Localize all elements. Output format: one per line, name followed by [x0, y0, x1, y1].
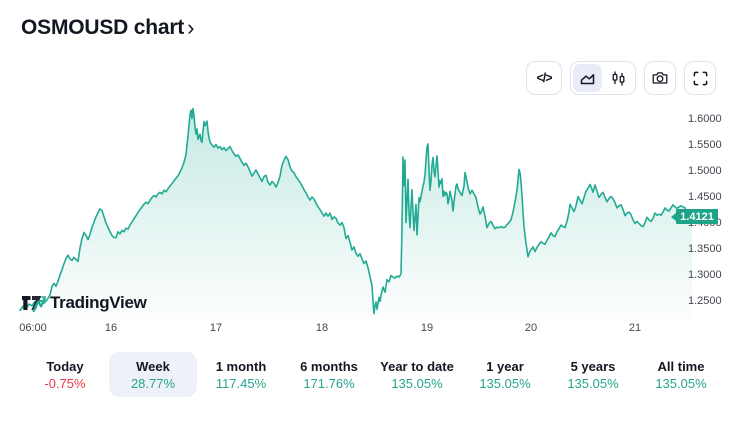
camera-icon	[652, 72, 668, 84]
chevron-right-icon: ›	[187, 15, 195, 40]
tradingview-logo-link[interactable]: TradingView	[21, 293, 147, 313]
range-label: 6 months	[300, 358, 358, 374]
x-axis-tick-label: 06:00	[19, 322, 47, 334]
range-stat-all-time[interactable]: All time 135.05%	[637, 352, 725, 397]
range-change-value: 135.05%	[567, 375, 619, 391]
range-label: Week	[136, 358, 170, 374]
range-label: 1 month	[215, 358, 267, 374]
last-price-badge: 1.4121	[671, 209, 718, 225]
embed-code-button[interactable]: </>	[526, 61, 562, 95]
x-axis-tick-label: 19	[420, 322, 434, 334]
fullscreen-button[interactable]	[684, 61, 716, 95]
range-change-value: 135.05%	[391, 375, 443, 391]
range-stat-1-month[interactable]: 1 month 117.45%	[197, 352, 285, 397]
candlestick-style-button[interactable]	[604, 64, 633, 92]
range-label: 1 year	[486, 358, 524, 374]
y-axis-tick-label: 1.3000	[688, 268, 722, 281]
x-axis-tick-label: 18	[315, 322, 329, 334]
tradingview-logomark-icon	[22, 295, 46, 312]
range-label: Today	[46, 358, 84, 374]
range-stat-1-year[interactable]: 1 year 135.05%	[461, 352, 549, 397]
area-chart-icon	[580, 73, 595, 84]
y-axis-tick-label: 1.5000	[688, 164, 722, 177]
y-axis-tick-label: 1.2500	[688, 294, 722, 307]
tradingview-brand-text: TradingView	[50, 293, 147, 312]
y-axis-tick-label: 1.5500	[688, 138, 722, 151]
area-fill	[20, 108, 692, 321]
range-stat-today[interactable]: Today -0.75%	[21, 352, 109, 397]
range-stats-row: Today -0.75% Week 28.77% 1 month 117.45% 6 mon…	[21, 352, 725, 397]
range-label: Year to date	[380, 358, 454, 374]
price-line	[19, 107, 693, 315]
x-axis-tick-label: 21	[628, 322, 642, 334]
x-axis-tick-label: 16	[104, 322, 118, 334]
candlestick-icon	[612, 71, 625, 85]
range-change-value: 171.76%	[303, 375, 355, 391]
fullscreen-icon	[693, 71, 707, 85]
page-title: OSMOUSD chart	[21, 16, 185, 39]
range-label: 5 years	[570, 358, 616, 374]
range-stat-week[interactable]: Week 28.77%	[109, 352, 197, 397]
x-axis-tick-label: 20	[524, 322, 538, 334]
y-axis-tick-label: 1.4500	[688, 190, 722, 203]
y-axis-tick-label: 1.3500	[688, 242, 722, 255]
code-slash-icon: </>	[536, 71, 552, 85]
x-axis-tick-label: 17	[209, 322, 223, 334]
range-change-value: 117.45%	[215, 375, 267, 391]
range-change-value: 135.05%	[655, 375, 707, 391]
chart-style-toggle-group	[570, 61, 636, 95]
symbol-title-link[interactable]: OSMOUSD chart ›	[21, 16, 194, 40]
range-stat-6-months[interactable]: 6 months 171.76%	[285, 352, 373, 397]
range-change-value: 135.05%	[479, 375, 531, 391]
range-change-value: -0.75%	[44, 375, 86, 391]
area-chart-style-button[interactable]	[573, 64, 602, 92]
chart-toolbar: </>	[526, 61, 716, 95]
y-axis-tick-label: 1.6000	[688, 112, 722, 125]
range-stat-5-years[interactable]: 5 years 135.05%	[549, 352, 637, 397]
range-label: All time	[657, 358, 705, 374]
range-stat-year-to-date[interactable]: Year to date 135.05%	[373, 352, 461, 397]
range-change-value: 28.77%	[130, 375, 176, 391]
snapshot-button[interactable]	[644, 61, 676, 95]
